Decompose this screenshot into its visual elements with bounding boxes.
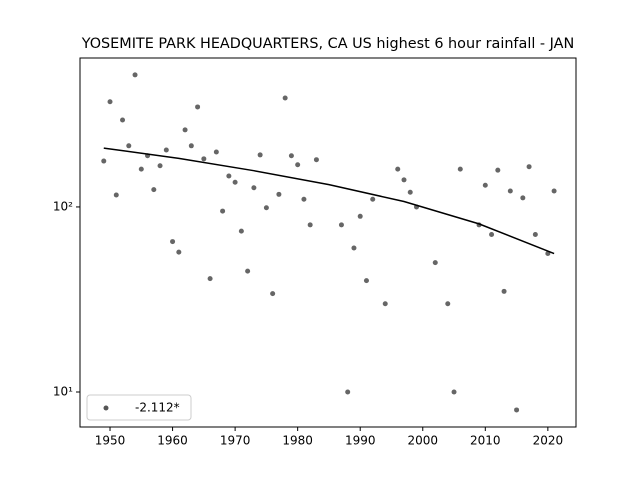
point	[170, 239, 176, 245]
legend-box	[86, 394, 192, 421]
point	[363, 278, 369, 284]
point	[182, 127, 188, 133]
point	[157, 163, 163, 169]
x-tick-label: 1950	[95, 434, 126, 448]
point	[251, 185, 257, 191]
point	[495, 167, 501, 173]
point	[313, 157, 319, 163]
point	[120, 117, 126, 123]
point	[201, 156, 207, 162]
point	[451, 389, 457, 395]
x-tick-label: 1960	[157, 434, 188, 448]
point	[132, 72, 138, 78]
point	[101, 158, 107, 164]
point	[126, 143, 132, 149]
x-tick-label: 1970	[220, 434, 251, 448]
point	[232, 179, 238, 185]
x-tick-label: 2010	[470, 434, 501, 448]
point	[263, 205, 269, 211]
point	[295, 162, 301, 168]
point	[220, 208, 226, 214]
point	[213, 149, 219, 155]
x-tick-label: 2000	[407, 434, 438, 448]
point	[532, 231, 538, 237]
point	[351, 245, 357, 251]
point	[445, 301, 451, 307]
point	[301, 196, 307, 202]
point	[382, 301, 388, 307]
legend-marker	[103, 405, 109, 411]
x-tick-label: 1990	[345, 434, 376, 448]
point	[307, 222, 313, 228]
point	[188, 143, 194, 149]
legend-label: -2.112*	[135, 401, 180, 415]
point	[338, 222, 344, 228]
point	[226, 173, 232, 179]
point	[482, 182, 488, 188]
point	[507, 188, 513, 194]
point	[489, 231, 495, 237]
point	[138, 166, 144, 172]
point	[276, 191, 282, 197]
point	[551, 188, 557, 194]
chart-title: YOSEMITE PARK HEADQUARTERS, CA US highes…	[81, 36, 575, 52]
point	[357, 213, 363, 219]
point	[151, 187, 157, 193]
point	[238, 228, 244, 234]
point	[432, 260, 438, 266]
point	[520, 195, 526, 201]
point	[501, 288, 507, 294]
point	[288, 153, 294, 159]
x-tick-label: 2020	[533, 434, 564, 448]
point	[107, 99, 113, 105]
point	[370, 196, 376, 202]
x-tick-label: 1980	[282, 434, 313, 448]
point	[407, 189, 413, 195]
point	[282, 95, 288, 101]
point	[257, 152, 263, 158]
point	[514, 407, 520, 413]
point	[176, 249, 182, 255]
point	[345, 389, 351, 395]
point	[195, 104, 201, 110]
point	[395, 166, 401, 172]
point	[457, 166, 463, 172]
plot-frame	[79, 57, 577, 428]
point	[163, 147, 169, 153]
trend-line	[103, 147, 555, 255]
point	[526, 164, 532, 170]
point	[245, 268, 251, 274]
point	[113, 192, 119, 198]
point	[401, 177, 407, 183]
y-tick-label: 10²	[53, 199, 73, 213]
point	[270, 291, 276, 297]
y-tick-label: 10¹	[53, 385, 73, 399]
point	[207, 276, 213, 282]
